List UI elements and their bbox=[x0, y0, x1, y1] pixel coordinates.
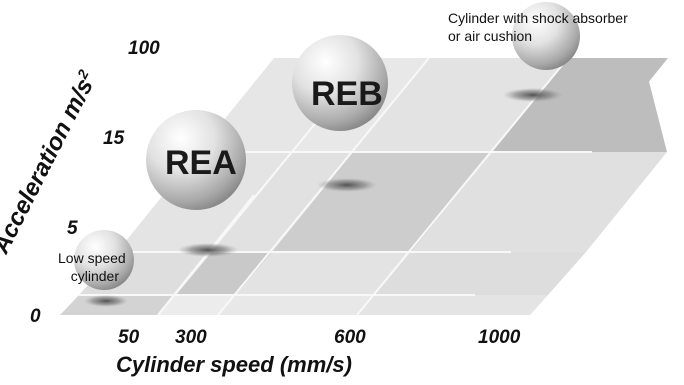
shadow-rea bbox=[178, 243, 238, 257]
label-low-speed-line2: cylinder bbox=[70, 268, 119, 284]
x-tick-1000: 1000 bbox=[478, 327, 521, 348]
grid-cell-0-1 bbox=[158, 295, 236, 315]
label-low-speed-line1: Low speed bbox=[58, 250, 126, 266]
spheres bbox=[74, 2, 580, 290]
shadow-shock bbox=[503, 88, 563, 102]
grid-cell-0-3-fill bbox=[357, 295, 475, 315]
grid-cell-1-3-fill bbox=[375, 252, 511, 295]
grid-cell-0-2 bbox=[218, 295, 375, 315]
shadows bbox=[84, 88, 563, 307]
sphere-low-speed bbox=[74, 230, 134, 290]
label-shock: Cylinder with shock absorber or air cush… bbox=[448, 9, 628, 45]
x-tick-300: 300 bbox=[175, 327, 207, 348]
grid-cell-1-1 bbox=[176, 252, 272, 295]
y-tick-100: 100 bbox=[128, 38, 160, 59]
grid-cell-2-3-fill bbox=[411, 152, 592, 252]
label-reb: REB bbox=[311, 75, 383, 113]
label-low-speed: Low speed cylinder bbox=[58, 249, 126, 285]
shadow-low-speed bbox=[84, 295, 128, 307]
sphere-shock bbox=[512, 2, 580, 70]
x-tick-50: 50 bbox=[118, 327, 140, 348]
sphere-reb bbox=[292, 35, 388, 131]
grid-cell-3-3-fill bbox=[492, 58, 668, 152]
grid-cell-2-2 bbox=[272, 152, 492, 252]
shadow-reb bbox=[317, 178, 377, 192]
x-tick-600: 600 bbox=[334, 327, 366, 348]
label-rea: REA bbox=[165, 144, 237, 182]
label-shock-line2: or air cushion bbox=[448, 28, 533, 44]
label-shock-line1: Cylinder with shock absorber bbox=[448, 10, 628, 26]
y-tick-5: 5 bbox=[67, 218, 78, 239]
y-tick-15: 15 bbox=[103, 128, 125, 149]
sphere-rea bbox=[146, 110, 246, 210]
x-axis-title: Cylinder speed (mm/s) bbox=[116, 352, 352, 377]
grid-cell-2-1 bbox=[212, 152, 353, 252]
y-tick-0: 0 bbox=[30, 306, 41, 327]
grid-cell-3-2 bbox=[353, 58, 568, 152]
grid-cell-1-2 bbox=[236, 252, 411, 295]
grid-floor bbox=[60, 58, 668, 315]
